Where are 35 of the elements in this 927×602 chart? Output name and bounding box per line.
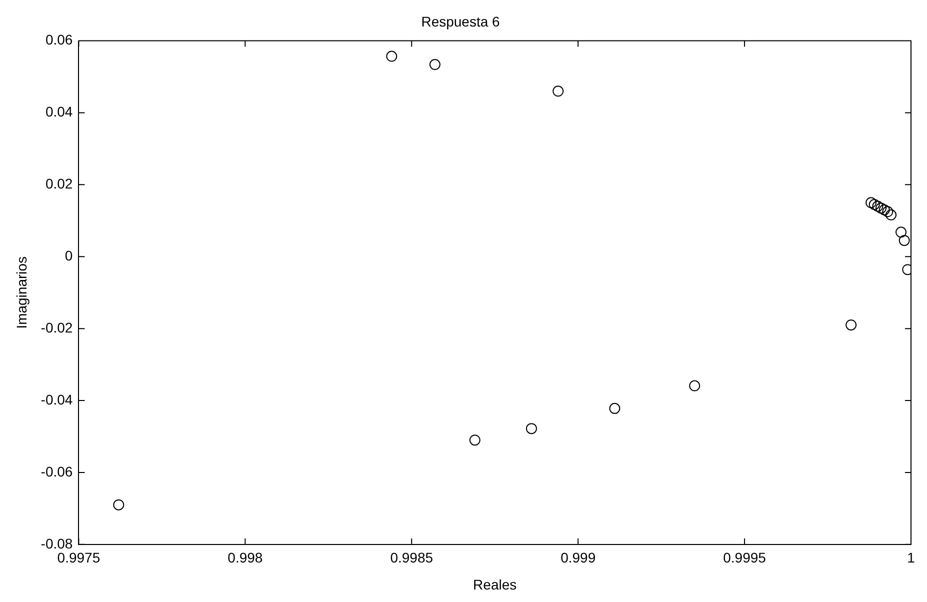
point [689, 380, 700, 392]
point [609, 402, 620, 414]
point [882, 206, 894, 218]
point [868, 198, 880, 210]
x-tick-label: 0.998 [228, 550, 263, 566]
x-tick-label: 0.9995 [723, 550, 766, 566]
y-tick-label: 0.04 [45, 104, 73, 120]
y-tick-label: 0.02 [45, 176, 73, 192]
x-tick-label: 0.9985 [390, 550, 434, 566]
point [113, 499, 124, 510]
point [898, 234, 910, 246]
y-tick-label: -0.08 [40, 535, 73, 552]
point [872, 200, 884, 212]
point [886, 209, 897, 220]
x-tick-label: 0.9975 [57, 550, 100, 566]
x-tick-label: 1 [907, 550, 916, 566]
y-tick-label: -0.02 [40, 319, 73, 336]
point [469, 434, 480, 446]
point [386, 50, 398, 62]
y-tick-label: -0.06 [40, 463, 73, 480]
x-axis-title: Reales [473, 576, 517, 592]
y-tick-label: 0.06 [45, 32, 73, 48]
point [429, 59, 440, 70]
y-axis-title: Imaginarios [13, 256, 30, 329]
y-tick-label: -0.04 [40, 391, 73, 408]
point [876, 202, 887, 214]
x-tick-label: 0.999 [560, 550, 596, 566]
point [526, 423, 537, 434]
point [896, 226, 907, 238]
chart-title: Respuesta 6 [421, 13, 500, 30]
y-tick-label: 0 [64, 247, 73, 264]
point [552, 86, 564, 97]
point [866, 197, 877, 208]
point [846, 319, 857, 330]
point [878, 204, 890, 216]
